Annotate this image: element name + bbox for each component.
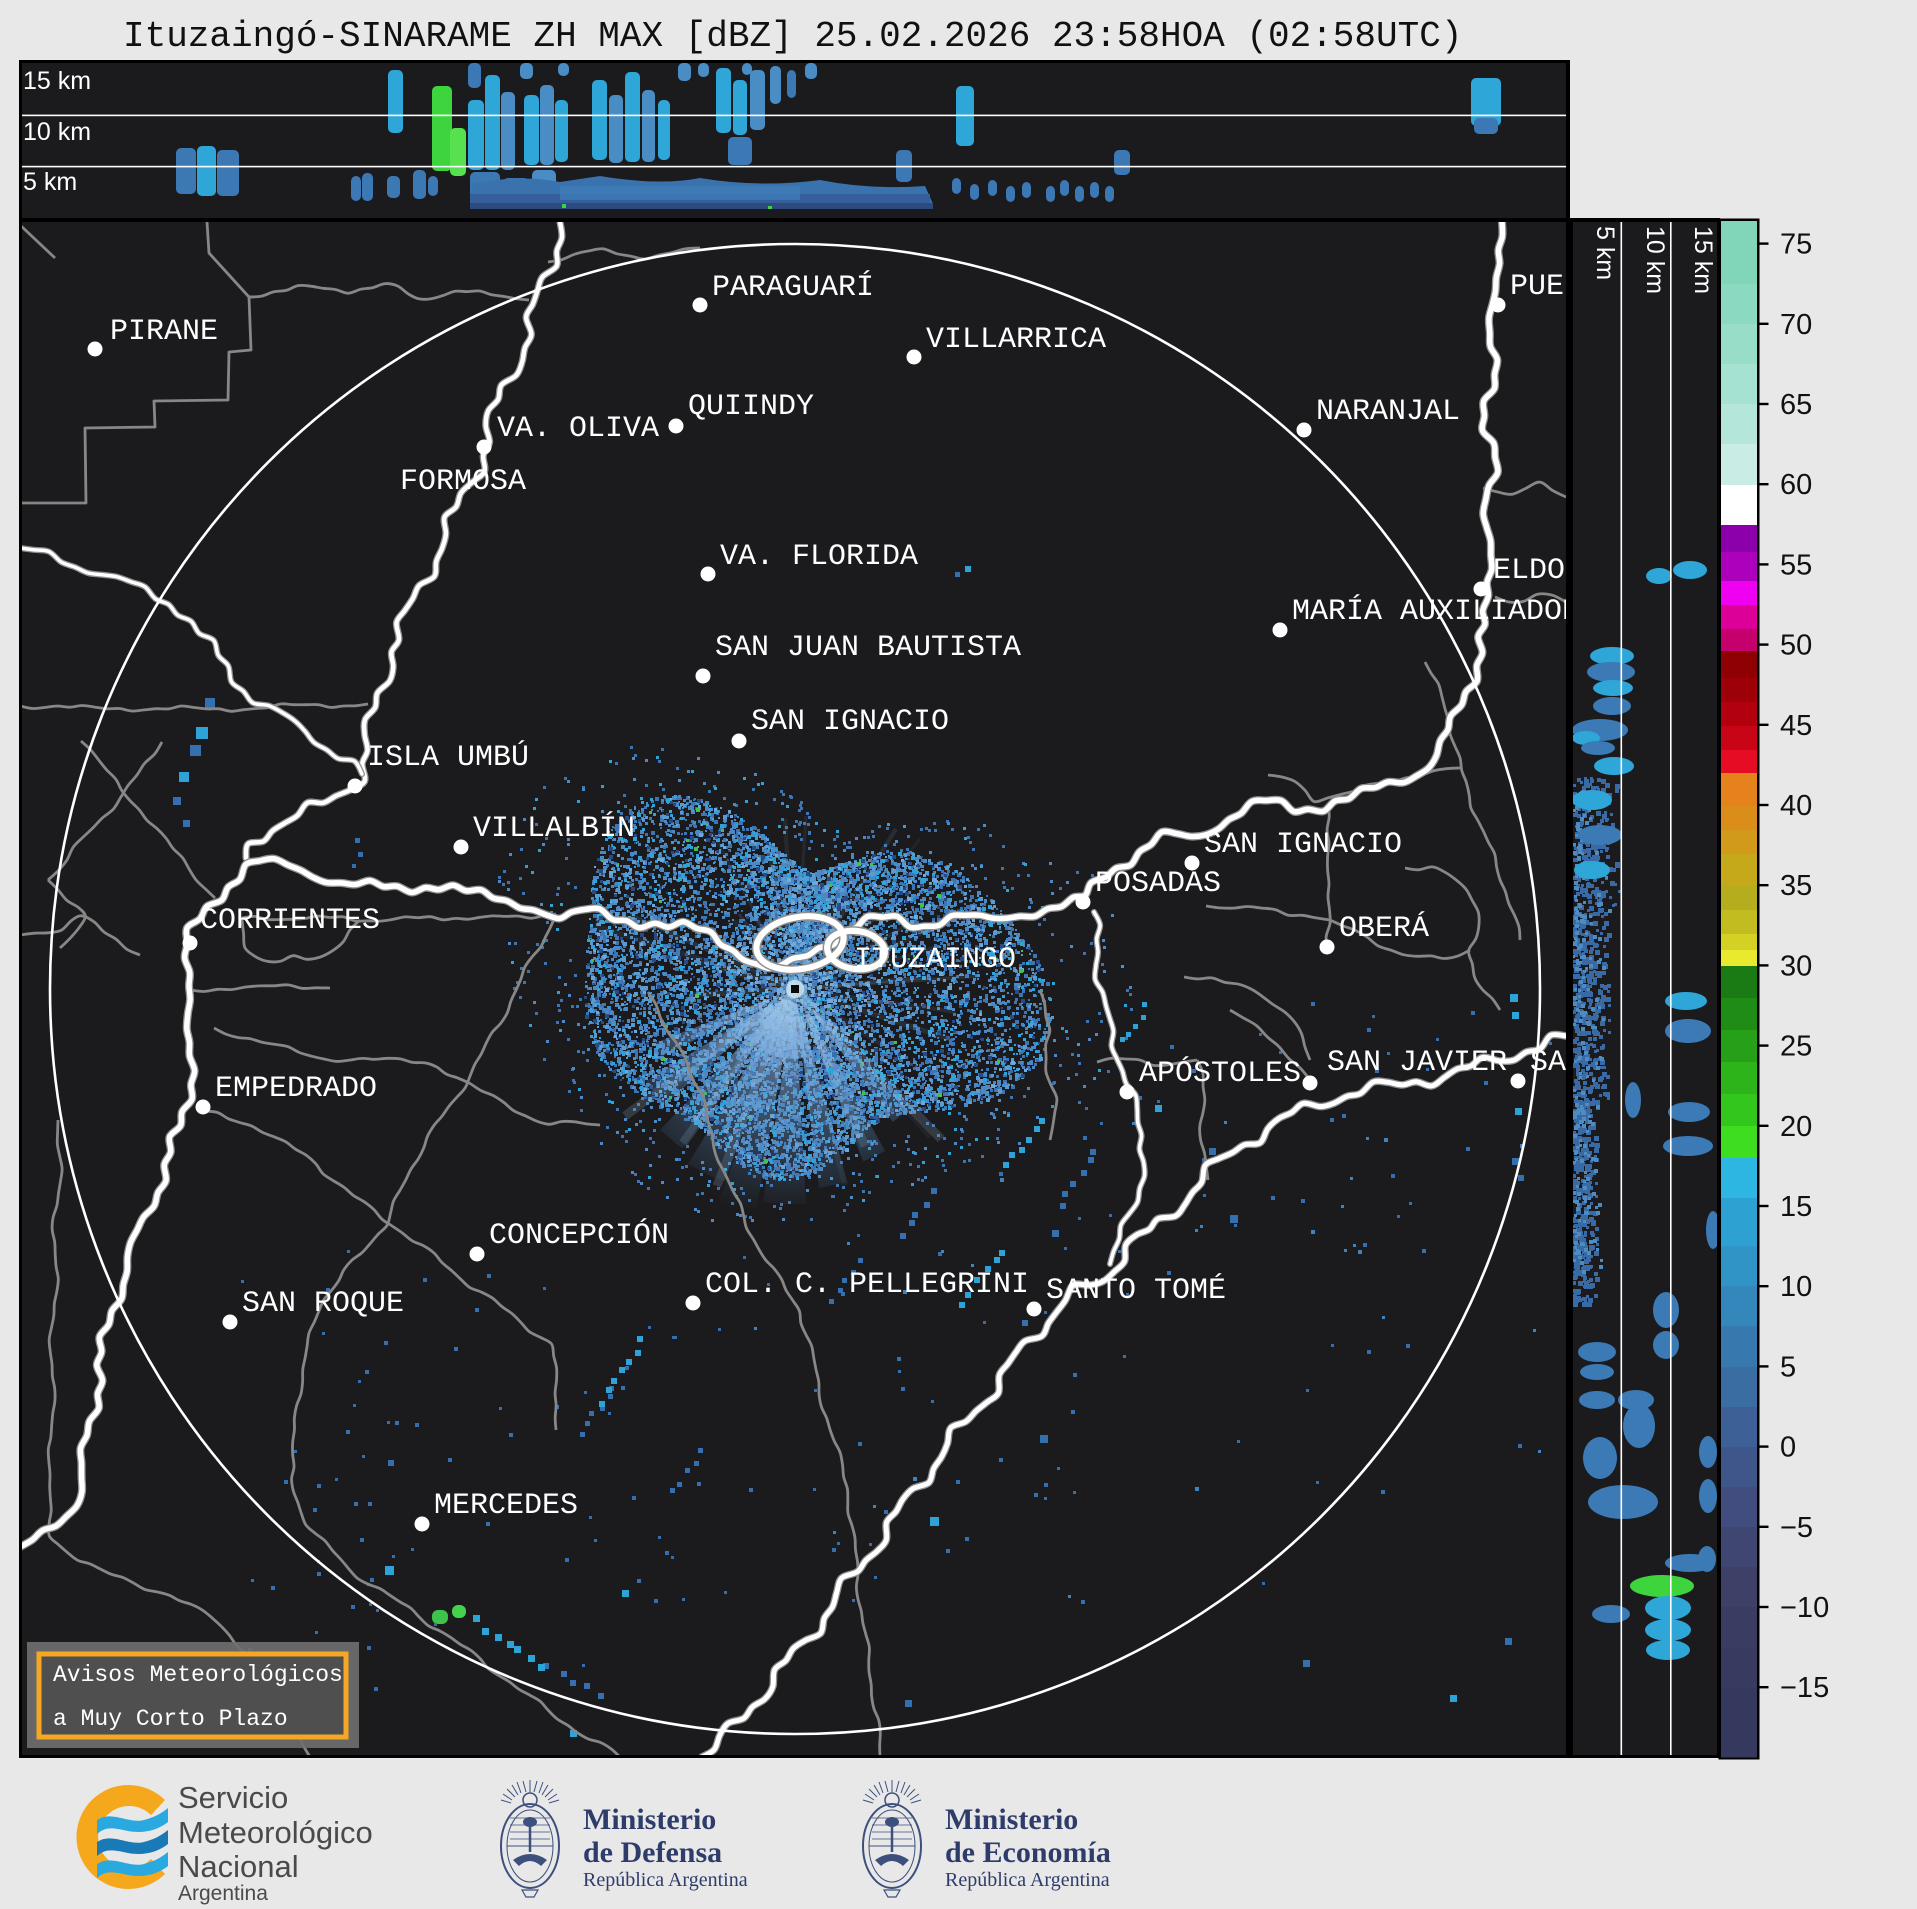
svg-text:−15: −15 xyxy=(1780,1672,1829,1704)
svg-text:PIRANE: PIRANE xyxy=(110,315,218,349)
svg-text:SAN ROQUE: SAN ROQUE xyxy=(242,1287,404,1321)
svg-text:República Argentina: República Argentina xyxy=(945,1869,1110,1891)
svg-text:a Muy Corto Plazo: a Muy Corto Plazo xyxy=(53,1706,288,1732)
svg-text:40: 40 xyxy=(1780,790,1812,822)
svg-text:10: 10 xyxy=(1780,1271,1812,1303)
svg-text:CORRIENTES: CORRIENTES xyxy=(200,904,380,938)
svg-text:Ituzaingó-SINARAME ZH MAX [dBZ: Ituzaingó-SINARAME ZH MAX [dBZ] 25.02.20… xyxy=(123,16,1462,57)
svg-text:−5: −5 xyxy=(1780,1512,1813,1544)
svg-text:EMPEDRADO: EMPEDRADO xyxy=(215,1072,377,1106)
svg-text:POSADAS: POSADAS xyxy=(1095,867,1221,901)
svg-text:15 km: 15 km xyxy=(23,67,91,95)
svg-text:45: 45 xyxy=(1780,710,1812,742)
svg-text:NARANJAL: NARANJAL xyxy=(1316,395,1460,429)
svg-text:MARÍA AUXILIADORA: MARÍA AUXILIADORA xyxy=(1292,594,1598,629)
svg-text:−10: −10 xyxy=(1780,1592,1829,1624)
svg-text:Avisos Meteorológicos: Avisos Meteorológicos xyxy=(53,1662,343,1688)
svg-text:VA. OLIVA: VA. OLIVA xyxy=(497,412,659,446)
svg-text:60: 60 xyxy=(1780,469,1812,501)
svg-text:ELDORADO: ELDORADO xyxy=(1493,554,1637,588)
svg-text:Ministerio: Ministerio xyxy=(583,1803,716,1836)
svg-text:Ministerio: Ministerio xyxy=(945,1803,1078,1836)
svg-text:SAN IGNACIO: SAN IGNACIO xyxy=(1204,828,1402,862)
svg-text:70: 70 xyxy=(1780,309,1812,341)
svg-text:15 km: 15 km xyxy=(1689,226,1717,294)
svg-text:de Defensa: de Defensa xyxy=(583,1836,722,1869)
svg-text:COL. C. PELLEGRINI: COL. C. PELLEGRINI xyxy=(705,1268,1029,1302)
svg-text:SAN JAVIER: SAN JAVIER xyxy=(1530,1046,1710,1080)
svg-text:República Argentina: República Argentina xyxy=(583,1869,748,1891)
svg-text:VILLARRICA: VILLARRICA xyxy=(926,323,1106,357)
svg-text:Nacional: Nacional xyxy=(178,1849,299,1884)
svg-text:Servicio: Servicio xyxy=(178,1780,288,1815)
svg-text:SANTO TOMÉ: SANTO TOMÉ xyxy=(1046,1273,1226,1308)
svg-text:5 km: 5 km xyxy=(23,168,77,196)
svg-text:MERCEDES: MERCEDES xyxy=(434,1489,578,1523)
svg-text:15: 15 xyxy=(1780,1191,1812,1223)
svg-text:0: 0 xyxy=(1780,1432,1796,1464)
svg-text:35: 35 xyxy=(1780,870,1812,902)
svg-text:25: 25 xyxy=(1780,1031,1812,1063)
svg-text:55: 55 xyxy=(1780,549,1812,581)
svg-text:VILLALBÍN: VILLALBÍN xyxy=(473,811,635,846)
svg-text:VA. FLORIDA: VA. FLORIDA xyxy=(720,540,918,574)
svg-text:FORMOSA: FORMOSA xyxy=(400,465,526,499)
svg-text:20: 20 xyxy=(1780,1111,1812,1143)
svg-text:5: 5 xyxy=(1780,1351,1796,1383)
svg-text:QUIINDY: QUIINDY xyxy=(688,390,814,424)
svg-text:SAN JUAN BAUTISTA: SAN JUAN BAUTISTA xyxy=(715,631,1021,665)
svg-text:65: 65 xyxy=(1780,389,1812,421)
svg-text:ISLA UMBÚ: ISLA UMBÚ xyxy=(367,740,529,775)
svg-text:SAN JAVIER: SAN JAVIER xyxy=(1327,1046,1507,1080)
svg-text:OBERÁ: OBERÁ xyxy=(1339,911,1429,946)
svg-text:PUERTO RICO: PUERTO RICO xyxy=(1510,270,1708,304)
svg-text:de Economía: de Economía xyxy=(945,1836,1111,1869)
svg-text:PARAGUARÍ: PARAGUARÍ xyxy=(712,270,874,305)
svg-text:75: 75 xyxy=(1780,229,1812,261)
svg-text:30: 30 xyxy=(1780,950,1812,982)
svg-text:SAN IGNACIO: SAN IGNACIO xyxy=(751,705,949,739)
svg-text:Meteorológico: Meteorológico xyxy=(178,1815,373,1850)
svg-text:10 km: 10 km xyxy=(1641,226,1669,294)
svg-text:APÓSTOLES: APÓSTOLES xyxy=(1139,1056,1301,1091)
svg-text:Argentina: Argentina xyxy=(178,1882,268,1905)
svg-text:10 km: 10 km xyxy=(23,118,91,146)
svg-text:CONCEPCIÓN: CONCEPCIÓN xyxy=(489,1218,669,1253)
svg-text:ITUZAINGÓ: ITUZAINGÓ xyxy=(854,942,1016,977)
svg-text:50: 50 xyxy=(1780,630,1812,662)
svg-text:5 km: 5 km xyxy=(1591,226,1619,280)
